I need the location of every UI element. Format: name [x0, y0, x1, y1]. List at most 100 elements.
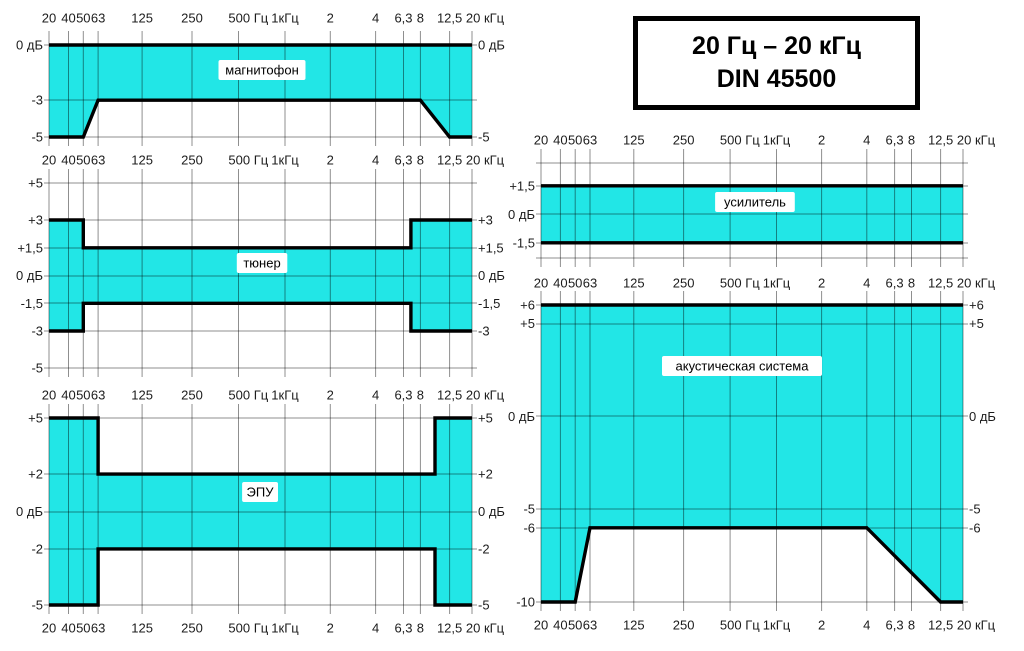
epu-y-label-left: 0 дБ — [16, 504, 43, 519]
x-tick-label: 4 — [863, 618, 870, 633]
tuner-upper-limit — [49, 218, 472, 250]
usilitel-label: усилитель — [724, 195, 786, 210]
x-tick-label: 1кГц — [271, 388, 299, 403]
x-tick-label: 500 Гц — [228, 11, 268, 26]
x-tick-label: 125 — [131, 153, 153, 168]
x-tick-label: 4 — [372, 153, 379, 168]
x-tick-label: 40 — [553, 276, 567, 291]
x-tick-label: 20 кГц — [466, 11, 505, 26]
x-tick-label: 20 кГц — [466, 388, 505, 403]
x-tick-label: 8 — [908, 276, 915, 291]
x-tick-label: 12,5 — [928, 133, 953, 148]
usilitel-tolerance-band — [541, 185, 963, 243]
epu-y-label-right: +5 — [478, 411, 493, 426]
akustika-y-label-left: -10 — [516, 595, 535, 610]
x-tick-label: 500 Гц — [720, 276, 760, 291]
tuner-y-label-right: 0 дБ — [478, 268, 505, 283]
x-tick-label: 125 — [623, 618, 645, 633]
tuner-y-label-left: 0 дБ — [16, 268, 43, 283]
x-tick-label: 50 — [76, 388, 90, 403]
x-tick-label: 4 — [863, 133, 870, 148]
chart-usilitel: усилитель +1,5 0 дБ -1,5 — [508, 149, 968, 267]
x-tick-label: 250 — [181, 153, 203, 168]
x-tick-label: 1кГц — [271, 621, 299, 636]
x-tick-label: 20 — [42, 388, 56, 403]
x-tick-label: 2 — [818, 618, 825, 633]
x-tick-label: 20 — [42, 11, 56, 26]
tuner-y-label-left: -1,5 — [21, 296, 43, 311]
x-tick-label: 4 — [372, 388, 379, 403]
x-tick-label: 4 — [863, 276, 870, 291]
epu-label-bg — [242, 482, 278, 502]
x-tick-label: 20 кГц — [957, 276, 996, 291]
magnitofon-y-label-left: -5 — [31, 130, 43, 145]
title-box: 20 Гц – 20 кГц DIN 45500 — [633, 16, 920, 110]
chart-akustika: акустическая система +6 +6 +5 +5 0 дБ 0 дБ -5 -5… — [508, 291, 996, 611]
akustika-y-label-left: -5 — [523, 502, 535, 517]
x-tick-label: 50 — [568, 618, 582, 633]
x-axis-labels-row-2: 20 40 50 63 125 250 500 Гц 1кГц 2 4 6,3 8 12,5 20 кГц — [42, 388, 505, 403]
x-tick-label: 20 — [534, 133, 548, 148]
x-tick-label: 12,5 — [437, 388, 462, 403]
x-tick-label: 12,5 — [437, 621, 462, 636]
tuner-label: тюнер — [243, 256, 280, 271]
epu-y-label-right: +2 — [478, 467, 493, 482]
epu-y-label-left: -2 — [31, 541, 43, 556]
x-tick-label: 6,3 — [394, 11, 412, 26]
akustika-y-label-left: 0 дБ — [508, 409, 535, 424]
x-tick-label: 12,5 — [928, 618, 953, 633]
x-tick-label: 40 — [61, 153, 75, 168]
akustika-y-label-left: +6 — [520, 298, 535, 313]
x-tick-label: 63 — [91, 621, 105, 636]
x-tick-label: 500 Гц — [228, 621, 268, 636]
x-tick-label: 1кГц — [271, 11, 299, 26]
x-tick-label: 500 Гц — [228, 153, 268, 168]
epu-y-label-right: -2 — [478, 541, 490, 556]
magnitofon-y-label-right: -5 — [478, 130, 490, 145]
tuner-y-label-right: -3 — [478, 324, 490, 339]
x-tick-label: 250 — [673, 133, 695, 148]
akustika-lower-limit — [541, 526, 963, 604]
epu-y-label-right: -5 — [478, 598, 490, 613]
x-tick-label: 250 — [673, 618, 695, 633]
x-tick-label: 40 — [61, 621, 75, 636]
x-tick-label: 1кГц — [271, 153, 299, 168]
x-tick-label: 8 — [908, 618, 915, 633]
x-tick-label: 6,3 — [886, 276, 904, 291]
x-tick-label: 500 Гц — [720, 618, 760, 633]
akustika-y-label-right: -5 — [969, 502, 981, 517]
x-tick-label: 12,5 — [928, 276, 953, 291]
magnitofon-y-label-right: 0 дБ — [478, 38, 505, 53]
x-tick-label: 8 — [417, 388, 424, 403]
magnitofon-label-bg — [218, 60, 306, 80]
akustika-y-label-left: -6 — [523, 520, 535, 535]
x-tick-label: 8 — [417, 153, 424, 168]
magnitofon-tolerance-band — [49, 45, 472, 137]
x-tick-label: 20 — [42, 621, 56, 636]
x-tick-label: 125 — [623, 276, 645, 291]
x-tick-label: 6,3 — [394, 388, 412, 403]
x-tick-label: 2 — [327, 621, 334, 636]
x-tick-label: 50 — [568, 276, 582, 291]
akustika-y-label-right: -6 — [969, 520, 981, 535]
x-tick-label: 40 — [553, 618, 567, 633]
x-tick-label: 63 — [91, 153, 105, 168]
magnitofon-y-label-left: -3 — [31, 93, 43, 108]
x-axis-labels-row-4: 20 40 50 63 125 250 500 Гц 1кГц 2 4 6,3 8 12,5 20 кГц — [534, 133, 996, 148]
akustika-tolerance-band — [541, 305, 963, 602]
x-tick-label: 125 — [623, 133, 645, 148]
x-tick-label: 500 Гц — [228, 388, 268, 403]
x-tick-label: 1кГц — [763, 133, 791, 148]
tuner-y-label-left: +5 — [28, 176, 43, 191]
x-tick-label: 2 — [327, 153, 334, 168]
x-tick-label: 20 кГц — [957, 618, 996, 633]
x-tick-label: 125 — [131, 11, 153, 26]
tuner-y-label-right: -1,5 — [478, 296, 500, 311]
x-tick-label: 2 — [327, 11, 334, 26]
x-axis-labels-row-6: 20 40 50 63 125 250 500 Гц 1кГц 2 4 6,3 8 12,5 20 кГц — [534, 618, 996, 633]
x-tick-label: 1кГц — [763, 618, 791, 633]
akustika-y-label-right: +5 — [969, 316, 984, 331]
x-tick-label: 20 кГц — [466, 153, 505, 168]
x-tick-label: 250 — [181, 388, 203, 403]
